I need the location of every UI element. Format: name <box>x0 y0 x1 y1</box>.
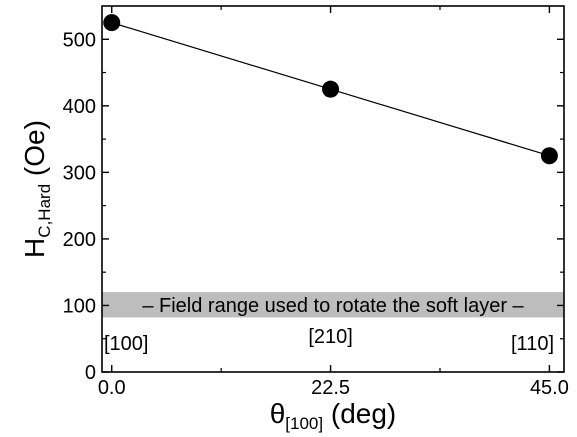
field-range-band <box>102 292 564 318</box>
axis-ticks-group: 0 100 200 300 400 500 0.0 22.5 45.0 <box>63 6 569 399</box>
crystal-direction-label: [210] <box>308 326 352 348</box>
y-tick-label: 300 <box>63 162 96 184</box>
plot-frame <box>101 5 565 373</box>
y-axis-title: HC,Hard (Oe) <box>19 120 54 258</box>
data-point <box>540 147 558 165</box>
field-range-band-group: – Field range used to rotate the soft la… <box>102 292 564 318</box>
field-range-band-label: – Field range used to rotate the soft la… <box>142 295 524 317</box>
x-tick-label: 22.5 <box>311 377 350 399</box>
crystal-direction-label: [110] <box>511 333 554 355</box>
y-tick-label: 400 <box>63 96 96 118</box>
x-tick-label: 0.0 <box>98 377 126 399</box>
y-tick-label: 200 <box>63 229 96 251</box>
data-point <box>103 14 121 32</box>
y-tick-label: 100 <box>63 295 96 317</box>
direction-labels-group: [100] [210] [110] <box>104 326 554 355</box>
x-axis-title: θ[100] (deg) <box>270 398 397 433</box>
y-tick-label: 0 <box>85 362 96 384</box>
x-tick-label: 45.0 <box>530 377 569 399</box>
crystal-direction-label: [100] <box>104 333 148 355</box>
data-point <box>322 80 340 98</box>
data-series-group <box>103 14 558 165</box>
y-tick-label: 500 <box>63 29 96 51</box>
